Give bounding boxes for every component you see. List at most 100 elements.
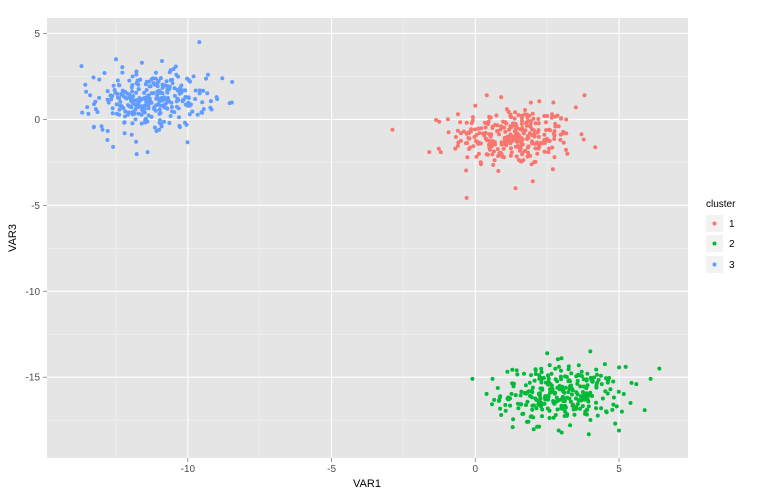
data-point — [515, 372, 520, 377]
data-point — [512, 116, 517, 121]
data-point — [561, 395, 566, 400]
data-point — [455, 143, 460, 148]
data-point — [185, 76, 189, 81]
data-point — [111, 83, 116, 88]
data-point — [560, 384, 565, 389]
data-point — [533, 367, 538, 372]
data-point — [109, 97, 114, 102]
data-point — [86, 111, 91, 116]
legend-swatch-3 — [712, 262, 717, 267]
legend-label-3: 3 — [729, 260, 735, 271]
data-point — [564, 117, 569, 122]
data-point — [513, 186, 518, 191]
data-point — [183, 120, 187, 125]
data-point — [526, 150, 531, 155]
data-point — [540, 407, 545, 412]
x-tick-label: 5 — [616, 464, 622, 475]
data-point — [177, 91, 182, 96]
data-point — [123, 109, 128, 114]
data-point — [172, 93, 177, 98]
data-point — [574, 404, 579, 409]
data-point — [486, 119, 491, 124]
data-point — [490, 402, 494, 407]
data-point — [130, 74, 135, 79]
data-point — [563, 405, 568, 409]
data-point — [477, 131, 482, 136]
data-point — [503, 129, 508, 134]
data-point — [614, 404, 619, 409]
data-point — [599, 382, 604, 387]
data-point — [520, 126, 525, 130]
data-point — [99, 124, 104, 129]
data-point — [166, 97, 170, 102]
data-point — [559, 368, 563, 373]
data-point — [487, 132, 492, 137]
data-point — [471, 144, 476, 149]
data-point — [607, 376, 612, 380]
data-point — [619, 409, 624, 414]
data-point — [542, 149, 547, 154]
data-point — [230, 80, 235, 84]
data-point — [185, 140, 190, 145]
data-point — [134, 72, 139, 77]
data-point — [610, 407, 615, 412]
data-point — [540, 414, 544, 419]
data-point — [604, 376, 608, 381]
data-point — [523, 148, 527, 153]
data-point — [123, 114, 127, 119]
data-point — [526, 419, 531, 424]
data-point — [95, 110, 100, 114]
data-point — [206, 72, 210, 77]
data-point — [536, 117, 541, 121]
data-point — [517, 134, 522, 138]
data-point — [162, 119, 166, 124]
data-point — [490, 152, 495, 157]
data-point — [595, 413, 600, 418]
data-point — [142, 103, 147, 108]
data-point — [158, 76, 163, 81]
data-point — [134, 139, 139, 144]
data-point — [526, 389, 531, 394]
data-point — [596, 378, 601, 382]
data-point — [539, 376, 544, 380]
data-point — [536, 134, 541, 139]
data-point — [458, 131, 463, 136]
data-point — [111, 144, 116, 149]
data-point — [455, 128, 460, 133]
data-point — [580, 390, 585, 394]
data-point — [465, 141, 470, 145]
data-point — [146, 103, 151, 108]
data-point — [85, 105, 90, 110]
data-point — [169, 105, 174, 109]
data-point — [520, 119, 524, 123]
data-point — [466, 136, 471, 140]
data-point — [129, 132, 134, 137]
data-point — [561, 131, 566, 136]
data-point — [593, 145, 598, 150]
data-point — [576, 363, 581, 368]
data-point — [102, 71, 107, 75]
data-point — [523, 108, 528, 112]
data-point — [143, 116, 148, 121]
data-point — [170, 109, 174, 114]
data-point — [152, 125, 157, 130]
data-point — [530, 407, 535, 412]
data-point — [578, 406, 582, 411]
data-point — [570, 403, 575, 408]
data-point — [488, 115, 493, 120]
data-point — [497, 395, 502, 400]
data-point — [531, 403, 536, 408]
data-point — [536, 391, 541, 396]
data-point — [146, 106, 151, 111]
data-point — [584, 391, 589, 396]
data-point — [581, 137, 586, 142]
data-point — [565, 151, 570, 156]
data-point — [567, 378, 572, 383]
data-point — [539, 370, 544, 375]
data-point — [476, 151, 481, 156]
data-point — [83, 82, 88, 87]
data-point — [169, 100, 174, 105]
data-point — [603, 389, 608, 394]
data-point — [548, 128, 553, 133]
data-point — [122, 120, 127, 125]
